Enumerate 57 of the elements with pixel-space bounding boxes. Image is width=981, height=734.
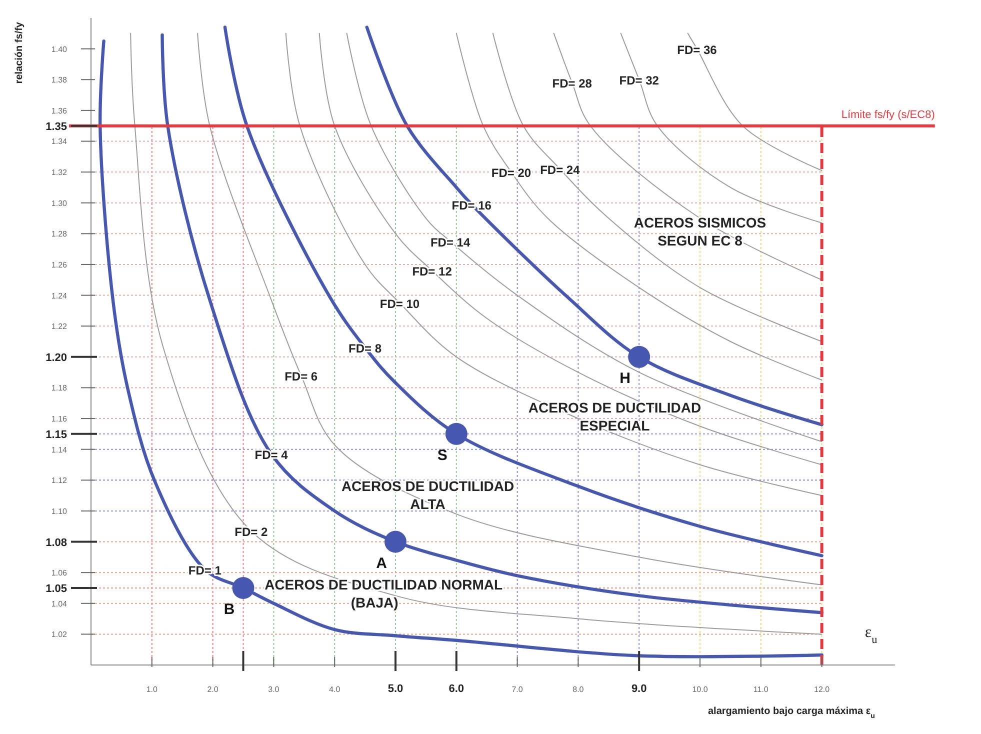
y-tick-label: 1.02 <box>51 630 68 640</box>
data-label: A <box>376 554 388 572</box>
x-tick-label: 11.0 <box>753 685 769 694</box>
annotation: ACEROS DE DUCTILIDAD NORMAL (BAJA) <box>264 576 504 611</box>
annotation: FD= 12 <box>412 264 452 279</box>
y-tick-label: 1.20 <box>46 352 67 364</box>
annotation: ACEROS SISMICOS SEGUN EC 8 <box>634 214 766 249</box>
x-tick-label: 6.0 <box>448 683 464 695</box>
y-tick-label: 1.24 <box>51 291 68 300</box>
annotation: FD= 28 <box>552 76 592 91</box>
data-label: H <box>620 370 631 387</box>
annotation: FD= 32 <box>619 74 660 88</box>
y-tick-label: 1.38 <box>51 76 68 85</box>
y-tick-label: 1.22 <box>51 322 68 332</box>
annotation: ACEROS DE DUCTILIDAD ESPECIAL <box>528 399 702 434</box>
x-tick-label: 8.0 <box>572 685 584 694</box>
annotation: FD= 20 <box>491 166 532 180</box>
y-tick-label: 1.04 <box>51 599 68 608</box>
data-label: S <box>437 446 448 464</box>
annotation: ε$_{u}$ <box>864 624 878 646</box>
y-tick-label: 1.15 <box>46 428 67 441</box>
x-tick-label: 10.0 <box>692 685 708 694</box>
y-tick-label: 1.14 <box>51 445 68 454</box>
y-tick-label: 1.18 <box>51 384 68 393</box>
y-tick-label: 1.06 <box>51 568 68 578</box>
y-tick-label: 1.12 <box>51 476 68 486</box>
x-tick-label: 4.0 <box>329 685 341 694</box>
y-tick-label: 1.05 <box>46 582 67 595</box>
y-tick-label: 1.32 <box>51 168 68 178</box>
y-tick-label: 1.10 <box>51 506 68 516</box>
annotation: ACEROS DE DUCTILIDAD ALTA <box>341 478 514 512</box>
annotation: FD= 2 <box>234 524 268 539</box>
y-tick-label: 1.40 <box>51 44 68 54</box>
x-tick-label: 12.0 <box>814 685 830 694</box>
y-tick-label: 1.34 <box>51 137 68 146</box>
x-tick-label: 2.0 <box>207 685 219 694</box>
x-tick-label: 5.0 <box>388 683 404 695</box>
x-tick-label: 3.0 <box>268 685 280 694</box>
y-tick-label: 1.30 <box>51 198 68 208</box>
y-axis-title: relación fs/fy <box>14 22 25 84</box>
y-tick-label: 1.26 <box>51 260 68 270</box>
x-tick-label: 7.0 <box>512 685 524 694</box>
y-tick-label: 1.16 <box>51 414 68 424</box>
annotation: FD= 24 <box>540 162 580 177</box>
ref-line-label: Límite fs/fy (s/EC8) <box>841 108 935 121</box>
annotation: FD= 36 <box>677 42 718 57</box>
y-tick-label: 1.35 <box>46 120 67 133</box>
x-tick-label: 1.0 <box>146 685 158 694</box>
y-tick-label: 1.08 <box>46 536 67 549</box>
x-axis-title: alargamiento bajo carga máxima ε$_{u}$ <box>708 706 875 720</box>
annotation: FD= 10 <box>380 296 420 311</box>
data-label: B <box>224 600 235 618</box>
annotation: FD= 14 <box>430 235 470 250</box>
y-tick-label: 1.28 <box>51 230 68 239</box>
annotation: FD= 6 <box>284 369 318 384</box>
x-tick-label: 9.0 <box>631 683 647 695</box>
y-tick-label: 1.36 <box>51 106 68 116</box>
